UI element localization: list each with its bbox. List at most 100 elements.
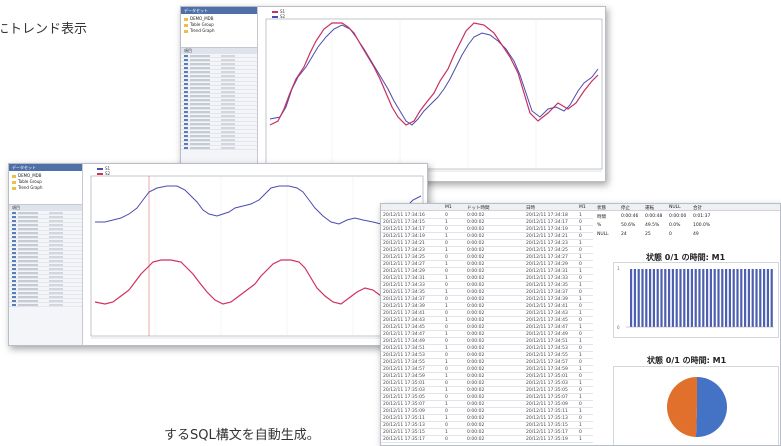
list-row[interactable] — [181, 82, 257, 86]
list-row[interactable] — [181, 98, 257, 102]
list-row[interactable] — [181, 118, 257, 122]
list-row[interactable] — [9, 259, 82, 263]
tree-item[interactable]: Trend Graph — [184, 28, 254, 34]
table-row[interactable]: 20/12/11 17:34:31 1 0:00:02 20/12/11 17:34:… — [381, 275, 593, 282]
list-row[interactable] — [9, 215, 82, 219]
list-row[interactable] — [9, 271, 82, 275]
table-cell: 1 — [445, 416, 448, 421]
list-row[interactable] — [181, 58, 257, 62]
tree-item[interactable]: Trend Graph — [12, 185, 79, 191]
item-list[interactable] — [181, 54, 257, 150]
tree-item[interactable]: Table Group — [12, 179, 79, 185]
table-row[interactable]: 20/12/11 17:35:05 0 0:00:02 20/12/11 17:35:… — [381, 394, 593, 401]
table-row[interactable]: 20/12/11 17:35:13 0 0:00:02 20/12/11 17:35:… — [381, 422, 593, 429]
list-row[interactable] — [181, 142, 257, 146]
table-cell: 0:00:02 — [467, 339, 485, 344]
list-row[interactable] — [181, 106, 257, 110]
table-row[interactable]: 20/12/11 17:34:39 1 0:00:02 20/12/11 17:34:… — [381, 303, 593, 310]
list-row[interactable] — [9, 211, 82, 215]
list-row[interactable] — [181, 74, 257, 78]
table-row[interactable]: 20/12/11 17:34:59 1 0:00:02 20/12/11 17:35:… — [381, 373, 593, 380]
table-row[interactable]: 20/12/11 17:34:49 0 0:00:02 20/12/11 17:34:… — [381, 338, 593, 345]
list-row[interactable] — [181, 66, 257, 70]
table-row[interactable]: 20/12/11 17:34:21 0 0:00:02 20/12/11 17:34:… — [381, 240, 593, 247]
list-row[interactable] — [9, 299, 82, 303]
table-row[interactable]: 20/12/11 17:34:35 1 0:00:02 20/12/11 17:34:… — [381, 289, 593, 296]
list-row[interactable] — [9, 303, 82, 307]
table-row[interactable]: 20/12/11 17:35:17 0 0:00:02 20/12/11 17:35:… — [381, 436, 593, 443]
table-row[interactable]: 20/12/11 17:34:57 0 0:00:02 20/12/11 17:34:… — [381, 366, 593, 373]
table-row[interactable]: 20/12/11 17:34:47 1 0:00:02 20/12/11 17:34:… — [381, 331, 593, 338]
list-row[interactable] — [181, 146, 257, 150]
table-row[interactable]: 20/12/11 17:34:27 1 0:00:02 20/12/11 17:34:… — [381, 261, 593, 268]
table-row[interactable]: 20/12/11 17:34:55 1 0:00:02 20/12/11 17:34:… — [381, 359, 593, 366]
item-list[interactable] — [9, 211, 82, 307]
summary-cell: 0.0% — [669, 223, 681, 228]
trend-chart-2[interactable]: S1 S2 — [83, 164, 427, 345]
list-row[interactable] — [181, 102, 257, 106]
table-cell: 20/12/11 17:34:53 — [383, 353, 425, 358]
state-pie-chart[interactable] — [613, 366, 779, 445]
table-row[interactable]: 20/12/11 17:34:23 1 0:00:02 20/12/11 17:34:… — [381, 247, 593, 254]
list-row[interactable] — [181, 94, 257, 98]
list-row[interactable] — [181, 70, 257, 74]
list-row[interactable] — [9, 279, 82, 283]
list-row[interactable] — [181, 86, 257, 90]
list-row[interactable] — [9, 255, 82, 259]
list-row[interactable] — [181, 126, 257, 130]
list-row[interactable] — [9, 231, 82, 235]
tree-item[interactable]: Table Group — [184, 22, 254, 28]
list-row[interactable] — [181, 134, 257, 138]
table-row[interactable]: 20/12/11 17:35:11 1 0:00:02 20/12/11 17:35:… — [381, 415, 593, 422]
list-row[interactable] — [9, 239, 82, 243]
list-row[interactable] — [181, 78, 257, 82]
list-row[interactable] — [181, 138, 257, 142]
state-bar-chart[interactable]: 1 0 — [613, 262, 779, 338]
table-row[interactable]: 20/12/11 17:35:15 1 0:00:02 20/12/11 17:35:… — [381, 429, 593, 436]
list-row[interactable] — [9, 291, 82, 295]
list-row[interactable] — [181, 54, 257, 58]
table-row[interactable]: 20/12/11 17:34:25 0 0:00:02 20/12/11 17:34:… — [381, 254, 593, 261]
table-row[interactable]: 20/12/11 17:34:37 0 0:00:02 20/12/11 17:34:… — [381, 296, 593, 303]
list-row[interactable] — [9, 227, 82, 231]
list-row[interactable] — [9, 251, 82, 255]
table-row[interactable]: 20/12/11 17:34:43 1 0:00:02 20/12/11 17:34:… — [381, 317, 593, 324]
list-row[interactable] — [181, 114, 257, 118]
table-cell: 20/12/11 17:35:03 — [526, 381, 568, 386]
tree-item[interactable]: DEMO_MDB — [184, 16, 254, 22]
list-row[interactable] — [181, 122, 257, 126]
table-cell: 0 — [445, 297, 448, 302]
table-row[interactable]: 20/12/11 17:35:01 0 0:00:02 20/12/11 17:35:… — [381, 380, 593, 387]
table-row[interactable]: 20/12/11 17:34:16 0 0:00:02 20/12/11 17:34:… — [381, 212, 593, 219]
list-row[interactable] — [9, 283, 82, 287]
list-row[interactable] — [9, 267, 82, 271]
tree-item[interactable]: DEMO_MDB — [12, 173, 79, 179]
table-cell: 0:00:02 — [467, 283, 485, 288]
table-row[interactable]: 20/12/11 17:34:33 0 0:00:02 20/12/11 17:34:… — [381, 282, 593, 289]
list-row[interactable] — [9, 287, 82, 291]
list-row[interactable] — [9, 223, 82, 227]
table-row[interactable]: 20/12/11 17:35:09 0 0:00:02 20/12/11 17:35:… — [381, 408, 593, 415]
list-row[interactable] — [9, 263, 82, 267]
list-row[interactable] — [9, 275, 82, 279]
table-row[interactable]: 20/12/11 17:34:19 1 0:00:02 20/12/11 17:34:… — [381, 233, 593, 240]
list-row[interactable] — [181, 130, 257, 134]
table-row[interactable]: 20/12/11 17:34:41 0 0:00:02 20/12/11 17:34:… — [381, 310, 593, 317]
list-row[interactable] — [181, 62, 257, 66]
table-row[interactable]: 20/12/11 17:34:15 1 0:00:02 20/12/11 17:34:… — [381, 219, 593, 226]
list-row[interactable] — [181, 90, 257, 94]
list-row[interactable] — [9, 235, 82, 239]
table-row[interactable]: 20/12/11 17:34:29 0 0:00:02 20/12/11 17:34:… — [381, 268, 593, 275]
table-row[interactable]: 20/12/11 17:35:03 1 0:00:02 20/12/11 17:35:… — [381, 387, 593, 394]
table-row[interactable]: 20/12/11 17:35:07 1 0:00:02 20/12/11 17:35:… — [381, 401, 593, 408]
table-row[interactable]: 20/12/11 17:34:45 0 0:00:02 20/12/11 17:34:… — [381, 324, 593, 331]
list-row[interactable] — [9, 219, 82, 223]
list-row[interactable] — [9, 243, 82, 247]
list-row[interactable] — [9, 295, 82, 299]
trend-chart-1[interactable]: S1 S2 — [258, 7, 605, 181]
table-row[interactable]: 20/12/11 17:34:53 0 0:00:02 20/12/11 17:34:… — [381, 352, 593, 359]
table-row[interactable]: 20/12/11 17:34:17 0 0:00:02 20/12/11 17:34:… — [381, 226, 593, 233]
table-row[interactable]: 20/12/11 17:34:51 1 0:00:02 20/12/11 17:34:… — [381, 345, 593, 352]
list-row[interactable] — [9, 247, 82, 251]
list-row[interactable] — [181, 110, 257, 114]
